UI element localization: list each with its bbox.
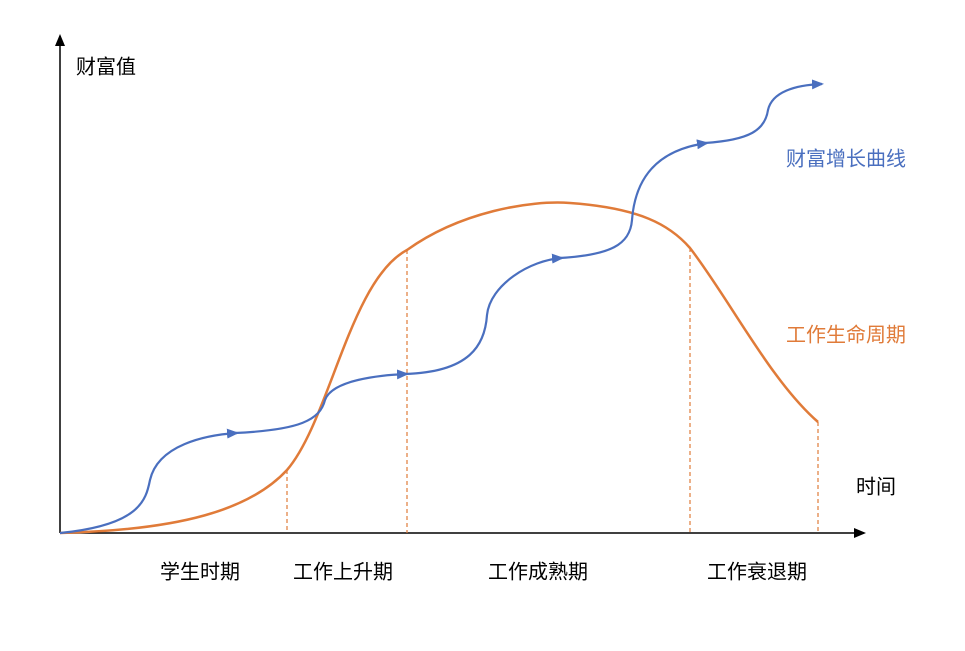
- phase-dividers: [286, 248, 819, 533]
- curve-label: 工作生命周期: [786, 323, 906, 347]
- curve-label: 财富增长曲线: [786, 147, 906, 171]
- wealth-segment: [59, 428, 239, 535]
- phase-label: 工作衰退期: [707, 560, 807, 584]
- wealth-curve: [59, 79, 824, 535]
- y-axis-label: 财富值: [76, 55, 136, 79]
- phase-label: 工作成熟期: [488, 560, 588, 584]
- axes: [55, 34, 866, 538]
- work-life-curve: [59, 201, 819, 535]
- phase-label: 学生时期: [160, 560, 240, 584]
- phase-label: 工作上升期: [293, 560, 393, 584]
- x-axis-label: 时间: [856, 475, 896, 499]
- wealth-segment: [559, 139, 709, 260]
- wealth-segment: [404, 253, 564, 376]
- wealth-segment: [704, 79, 824, 145]
- wealth-segment: [234, 369, 409, 435]
